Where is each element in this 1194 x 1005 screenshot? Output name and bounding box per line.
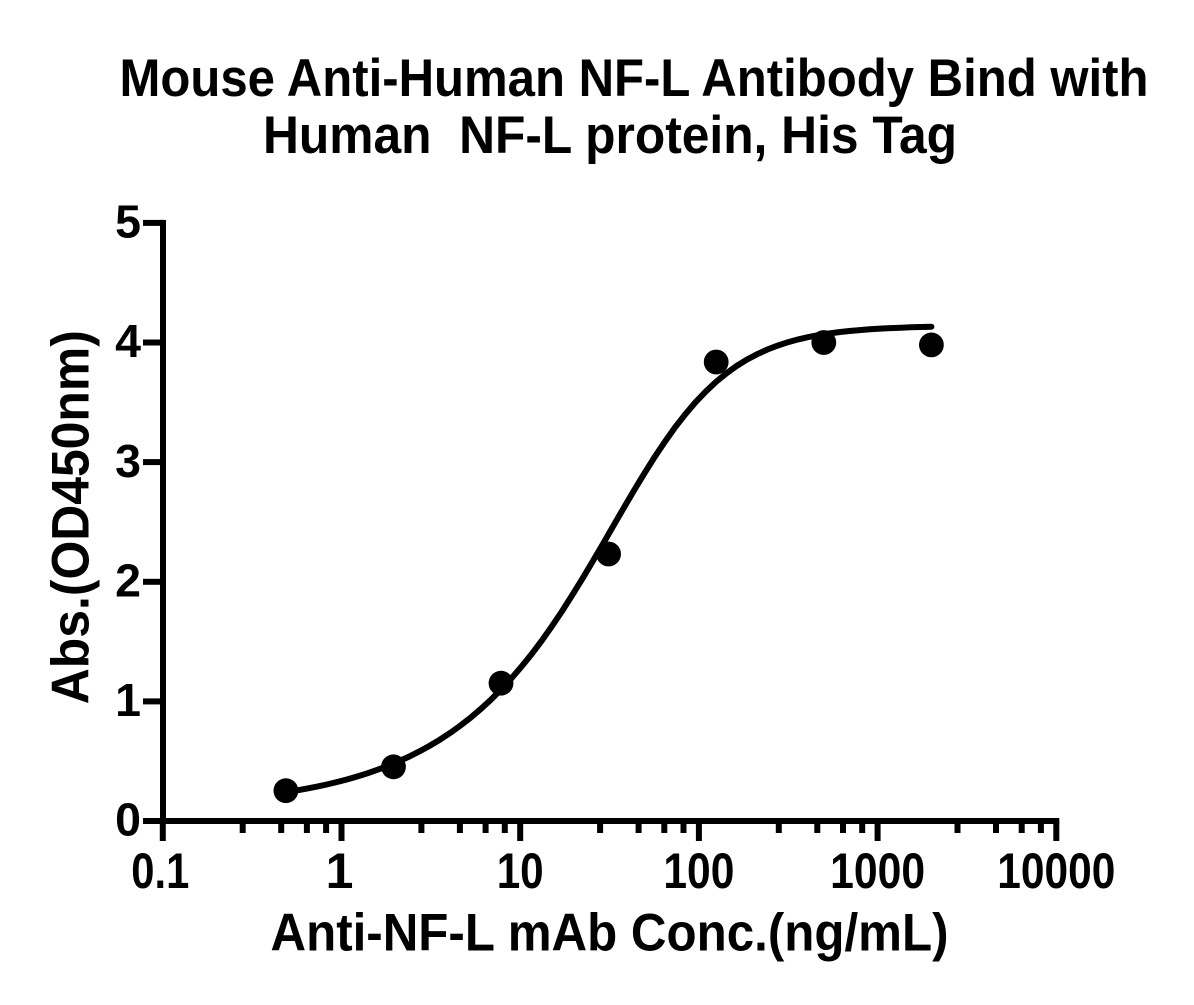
svg-text:2: 2 xyxy=(115,555,141,607)
svg-text:10: 10 xyxy=(497,843,544,899)
svg-text:1: 1 xyxy=(115,674,141,726)
svg-text:Anti-NF-L mAb Conc.(ng/mL): Anti-NF-L mAb Conc.(ng/mL) xyxy=(271,904,949,963)
svg-text:10000: 10000 xyxy=(997,843,1115,899)
svg-text:1000: 1000 xyxy=(830,843,925,899)
svg-text:0.1: 0.1 xyxy=(131,843,189,899)
svg-text:1: 1 xyxy=(326,843,354,899)
svg-text:5: 5 xyxy=(115,196,141,248)
svg-text:4: 4 xyxy=(115,315,141,367)
svg-text:Mouse Anti-Human NF-L Antibody: Mouse Anti-Human NF-L Antibody Bind with xyxy=(120,49,1149,108)
svg-text:100: 100 xyxy=(663,843,734,899)
svg-text:Abs.(OD450nm): Abs.(OD450nm) xyxy=(42,330,101,704)
svg-text:0: 0 xyxy=(115,794,141,846)
svg-text:Human NF-L protein, His Tag: Human NF-L protein, His Tag xyxy=(263,106,957,165)
svg-text:3: 3 xyxy=(115,435,141,487)
